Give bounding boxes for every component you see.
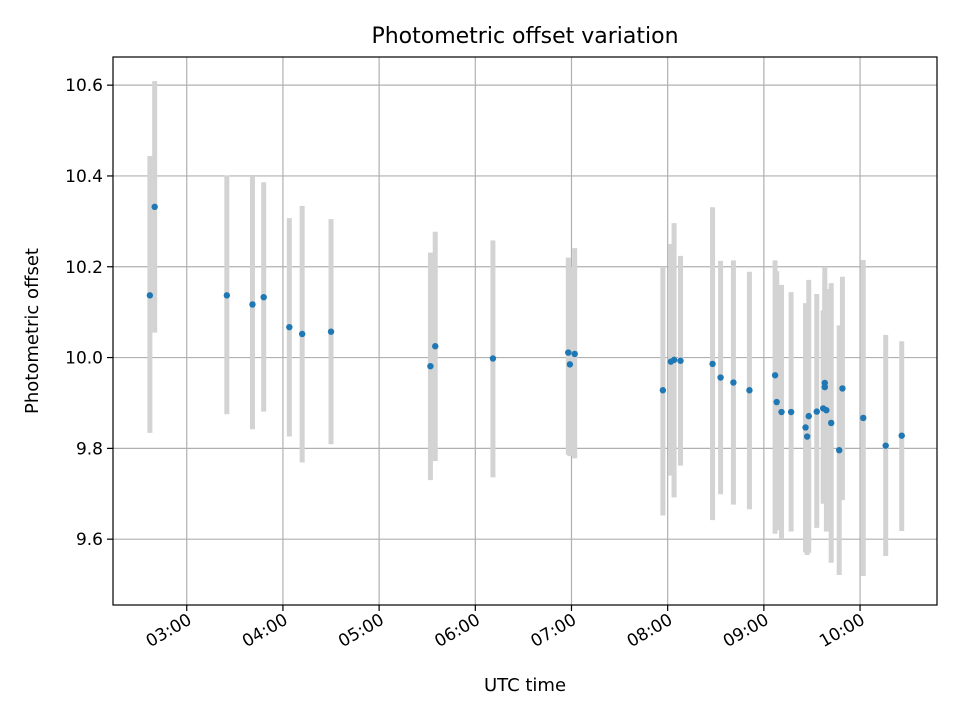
x-tick-label: 04:00	[239, 610, 291, 652]
data-point	[805, 412, 812, 420]
data-point	[836, 446, 843, 454]
data-point	[565, 349, 572, 356]
data-point	[677, 357, 684, 364]
data-point	[823, 407, 830, 414]
data-point	[787, 408, 795, 416]
x-tick-label: 05:00	[335, 610, 387, 652]
y-axis-ticks: 9.6 9.8 10.0 10.2 10.4 10.6	[65, 76, 113, 550]
data-point	[709, 360, 716, 368]
data-point	[566, 361, 574, 368]
data-point	[571, 350, 578, 358]
y-tick-label: 10.0	[65, 349, 103, 369]
x-axis-label: UTC time	[484, 675, 566, 696]
y-tick-label: 9.6	[76, 530, 103, 550]
y-tick-label: 10.2	[65, 258, 103, 278]
data-point	[898, 432, 905, 439]
x-axis-ticks: 03:00 04:00 05:00 06:00 07:00 08:00 09:00 10:00	[143, 605, 869, 652]
data-point	[151, 203, 158, 211]
x-tick-label: 10:00	[816, 610, 868, 652]
x-tick-label: 09:00	[720, 610, 772, 652]
x-tick-label: 07:00	[528, 610, 580, 652]
data-point	[249, 301, 256, 308]
y-tick-label: 9.8	[76, 439, 103, 459]
chart-title: Photometric offset variation	[371, 24, 678, 49]
data-points	[146, 203, 905, 454]
data-point	[746, 387, 753, 394]
data-point	[223, 292, 231, 299]
data-point	[260, 293, 267, 301]
data-point	[286, 323, 293, 331]
y-tick-label: 10.6	[65, 76, 103, 96]
error-bars	[147, 81, 905, 576]
x-tick-label: 06:00	[431, 610, 483, 652]
data-point	[778, 408, 785, 416]
data-point	[670, 356, 678, 364]
data-point	[432, 343, 439, 350]
data-point	[427, 362, 434, 370]
y-tick-label: 10.4	[65, 167, 103, 187]
data-point	[773, 398, 780, 406]
data-point	[298, 330, 306, 338]
data-point	[803, 433, 811, 440]
data-point	[882, 442, 889, 449]
data-point	[813, 408, 820, 415]
data-point	[717, 374, 724, 381]
data-point	[730, 379, 737, 386]
x-tick-label: 08:00	[624, 610, 676, 652]
data-point	[146, 292, 154, 299]
data-point	[659, 387, 667, 394]
data-point	[327, 328, 335, 335]
plot-frame	[112, 56, 938, 606]
data-point	[839, 385, 846, 392]
data-point	[860, 414, 867, 422]
grid-lines	[113, 57, 937, 605]
data-point	[489, 355, 497, 362]
y-axis-label: Photometric offset	[22, 248, 43, 414]
data-point	[802, 424, 809, 431]
x-tick-label: 03:00	[143, 610, 195, 652]
data-point	[771, 372, 779, 379]
data-point	[827, 419, 835, 427]
data-point	[821, 383, 828, 391]
